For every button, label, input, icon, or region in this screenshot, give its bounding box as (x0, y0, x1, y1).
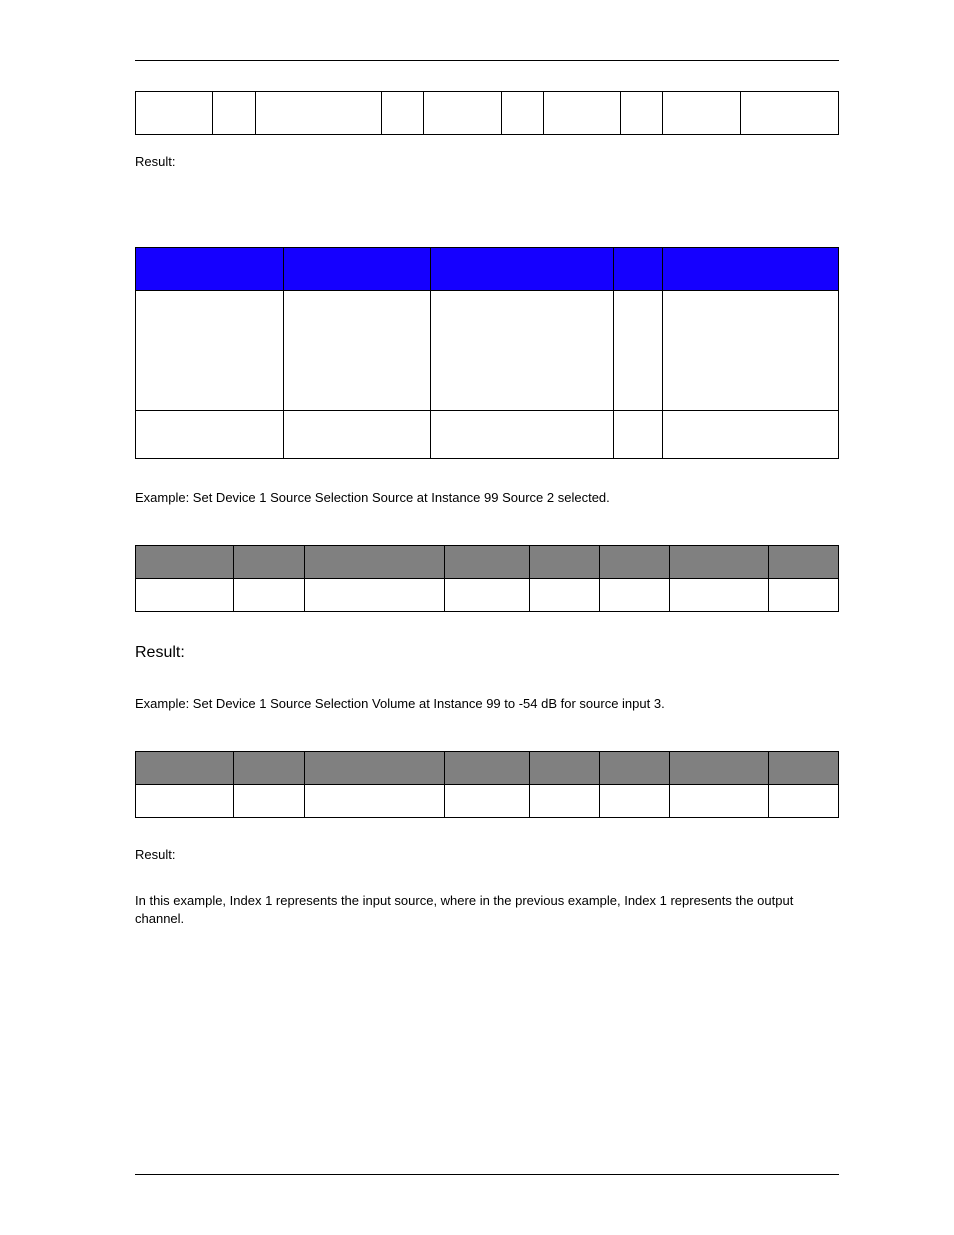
table-row (136, 579, 839, 612)
col-header (136, 248, 284, 291)
top-rule (135, 60, 839, 61)
col-header (670, 751, 768, 784)
col-header (445, 546, 529, 579)
col-header (599, 546, 669, 579)
table-header-row (136, 546, 839, 579)
col-header (768, 546, 838, 579)
result-label-2: Result: (135, 642, 839, 664)
col-header (304, 751, 445, 784)
note-text: In this example, Index 1 represents the … (135, 892, 839, 928)
fragment-table (135, 91, 839, 135)
bottom-rule (135, 1174, 839, 1175)
blue-header-table (135, 247, 839, 459)
col-header (234, 546, 304, 579)
result-label-3: Result: (135, 846, 839, 864)
col-header (445, 751, 529, 784)
page-content: Result: Example: Set Device 1 Source Sel… (135, 91, 839, 929)
col-header (431, 248, 614, 291)
col-header (234, 751, 304, 784)
grey-table-1 (135, 545, 839, 612)
col-header (663, 248, 839, 291)
grey-table-2 (135, 751, 839, 818)
table-row (136, 411, 839, 459)
col-header (614, 248, 663, 291)
col-header (136, 751, 234, 784)
result-label-1: Result: (135, 153, 839, 171)
col-header (304, 546, 445, 579)
col-header (283, 248, 431, 291)
page: Result: Example: Set Device 1 Source Sel… (0, 0, 954, 1235)
col-header (599, 751, 669, 784)
table-row (136, 92, 839, 135)
example-text-2: Example: Set Device 1 Source Selection V… (135, 695, 839, 713)
table-header-row (136, 751, 839, 784)
col-header (670, 546, 768, 579)
col-header (768, 751, 838, 784)
table-row (136, 784, 839, 817)
col-header (529, 751, 599, 784)
table-header-row (136, 248, 839, 291)
example-text-1: Example: Set Device 1 Source Selection S… (135, 489, 839, 507)
col-header (136, 546, 234, 579)
table-row (136, 291, 839, 411)
col-header (529, 546, 599, 579)
